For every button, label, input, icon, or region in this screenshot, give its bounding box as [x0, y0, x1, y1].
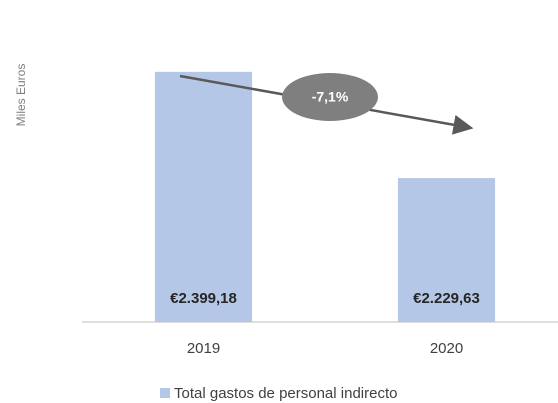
legend-label: Total gastos de personal indirecto: [174, 385, 397, 402]
data-label: €2.399,18: [170, 290, 237, 307]
y-axis-label: Miles Euros: [14, 64, 28, 127]
x-tick-label: 2019: [187, 340, 220, 357]
annotation-text: -7,1%: [312, 89, 349, 105]
x-tick-label: 2020: [430, 340, 463, 357]
data-label: €2.229,63: [413, 290, 480, 307]
annotation-bubble: [282, 73, 378, 121]
bar: [154, 71, 253, 322]
bar: [397, 178, 496, 322]
legend-swatch: [160, 388, 170, 398]
